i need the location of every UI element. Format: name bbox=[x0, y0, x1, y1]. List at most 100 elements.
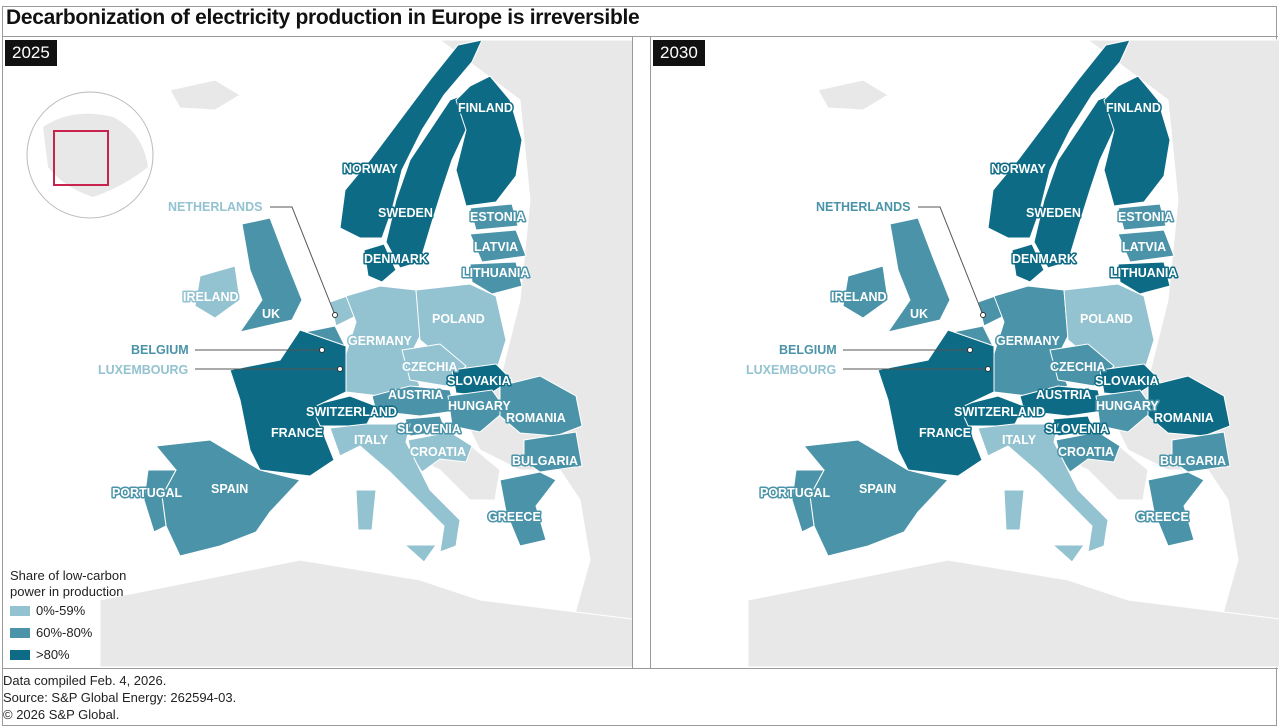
country-label-czechia: CZECHIA bbox=[1050, 360, 1106, 374]
country-label-bulgaria: BULGARIA bbox=[1160, 454, 1226, 468]
country-label-ireland: IRELAND bbox=[183, 290, 239, 304]
country-label-slovakia: SLOVAKIA bbox=[447, 374, 511, 388]
country-label-france: FRANCE bbox=[271, 426, 323, 440]
country-label-hungary: HUNGARY bbox=[1096, 399, 1159, 413]
country-finland bbox=[455, 75, 523, 207]
map-layer: NETHERLANDS BELGIUM LUXEMBOURG FINLAND NORWA… bbox=[745, 39, 1279, 668]
country-label-hungary: HUNGARY bbox=[448, 399, 511, 413]
country-hungary bbox=[1095, 389, 1155, 433]
footer-copyright: © 2026 S&P Global. bbox=[3, 707, 120, 722]
globe-locator bbox=[26, 91, 154, 219]
country-label-uk: UK bbox=[262, 307, 280, 321]
country-italy bbox=[977, 423, 1109, 553]
country-italy bbox=[403, 544, 437, 563]
legend-label: 60%-80% bbox=[36, 625, 93, 640]
country-label-slovenia: SLOVENIA bbox=[1045, 422, 1109, 436]
legend-label: >80% bbox=[36, 647, 70, 662]
country-label-romania: ROMANIA bbox=[506, 411, 566, 425]
country-estonia bbox=[469, 203, 519, 231]
country-germany bbox=[343, 285, 421, 397]
country-ireland bbox=[842, 265, 889, 319]
divider bbox=[2, 36, 1278, 37]
legend-item-low: 0%-59% bbox=[10, 600, 160, 622]
country-label-france: FRANCE bbox=[919, 426, 971, 440]
country-italy bbox=[355, 489, 377, 531]
page-title: Decarbonization of electricity productio… bbox=[6, 6, 640, 29]
year-badge: 2030 bbox=[653, 40, 705, 66]
legend-item-mid: 60%-80% bbox=[10, 622, 160, 644]
country-label-ireland: IRELAND bbox=[831, 290, 887, 304]
country-germany bbox=[991, 285, 1069, 397]
country-label-italy: ITALY bbox=[354, 433, 389, 447]
country-lithuania bbox=[469, 261, 523, 295]
country-label-switzerland: SWITZERLAND bbox=[306, 405, 397, 419]
country-label-netherlands: NETHERLANDS bbox=[816, 200, 910, 214]
country-label-finland: FINLAND bbox=[1106, 101, 1161, 115]
country-portugal bbox=[791, 469, 825, 533]
country-denmark bbox=[1011, 243, 1045, 283]
map-2025: NETHERLANDS BELGIUM LUXEMBOURG FINLAND NORWA… bbox=[26, 39, 632, 668]
country-label-belgium: BELGIUM bbox=[131, 343, 189, 357]
map-panel-2025: 2025 NETHERLANDS BELGIUM LUXEMBOURG FINLAND… bbox=[3, 37, 633, 668]
leader-line bbox=[270, 206, 336, 316]
country-label-luxembourg: LUXEMBOURG bbox=[98, 363, 188, 377]
land-background bbox=[169, 79, 241, 111]
country-label-belgium: BELGIUM bbox=[779, 343, 837, 357]
country-bulgaria bbox=[523, 431, 583, 473]
country-label-czechia: CZECHIA bbox=[402, 360, 458, 374]
country-hungary bbox=[447, 389, 507, 433]
country-estonia bbox=[1117, 203, 1167, 231]
country-label-netherlands: NETHERLANDS bbox=[168, 200, 262, 214]
country-latvia bbox=[469, 229, 527, 263]
country-uk bbox=[886, 217, 951, 333]
country-label-germany: GERMANY bbox=[996, 334, 1061, 348]
year-badge: 2025 bbox=[5, 40, 57, 66]
land-background bbox=[99, 559, 632, 668]
country-label-estonia: ESTONIA bbox=[470, 210, 525, 224]
location-dot bbox=[967, 347, 973, 353]
divider bbox=[2, 668, 1278, 669]
country-label-croatia: CROATIA bbox=[410, 445, 466, 459]
country-label-estonia: ESTONIA bbox=[1118, 210, 1173, 224]
country-label-sweden: SWEDEN bbox=[378, 206, 433, 220]
legend-swatch bbox=[10, 606, 30, 616]
country-label-norway: NORWAY bbox=[991, 162, 1047, 176]
country-label-sweden: SWEDEN bbox=[1026, 206, 1081, 220]
country-label-denmark: DENMARK bbox=[1012, 252, 1076, 266]
country-slovakia bbox=[451, 363, 513, 397]
country-france bbox=[229, 329, 347, 477]
country-romania bbox=[1147, 375, 1231, 437]
country-bulgaria bbox=[1171, 431, 1231, 473]
land-background bbox=[817, 79, 889, 111]
country-lithuania bbox=[1117, 261, 1171, 295]
country-label-poland: POLAND bbox=[432, 312, 485, 326]
country-ireland bbox=[194, 265, 241, 319]
country-label-denmark: DENMARK bbox=[364, 252, 428, 266]
country-label-spain: SPAIN bbox=[211, 482, 248, 496]
country-italy bbox=[1003, 489, 1025, 531]
location-dot bbox=[332, 312, 338, 318]
country-label-portugal: PORTUGAL bbox=[112, 486, 183, 500]
map-layer: NETHERLANDS BELGIUM LUXEMBOURG FINLAND NORWA… bbox=[97, 39, 632, 668]
country-label-austria: AUSTRIA bbox=[388, 388, 444, 402]
legend-swatch bbox=[10, 628, 30, 638]
country-portugal bbox=[143, 469, 177, 533]
country-label-uk: UK bbox=[910, 307, 928, 321]
legend-title: Share of low-carbon power in production bbox=[10, 568, 127, 599]
country-label-greece: GREECE bbox=[488, 510, 541, 524]
country-label-lithuania: LITHUANIA bbox=[462, 266, 529, 280]
country-label-slovenia: SLOVENIA bbox=[397, 422, 461, 436]
location-dot bbox=[985, 366, 991, 372]
footer-source: Source: S&P Global Energy: 262594-03. bbox=[3, 690, 237, 705]
country-label-austria: AUSTRIA bbox=[1036, 388, 1092, 402]
footer-date: Data compiled Feb. 4, 2026. bbox=[3, 673, 167, 688]
country-label-latvia: LATVIA bbox=[1122, 240, 1166, 254]
country-label-latvia: LATVIA bbox=[474, 240, 518, 254]
country-latvia bbox=[1117, 229, 1175, 263]
land-background bbox=[747, 559, 1279, 668]
country-italy bbox=[1051, 544, 1085, 563]
country-label-switzerland: SWITZERLAND bbox=[954, 405, 1045, 419]
country-italy bbox=[329, 423, 461, 553]
country-label-portugal: PORTUGAL bbox=[760, 486, 831, 500]
country-finland bbox=[1103, 75, 1171, 207]
